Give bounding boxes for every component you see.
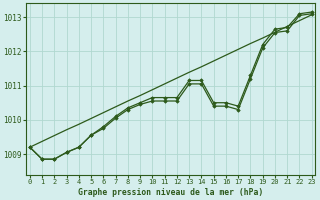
X-axis label: Graphe pression niveau de la mer (hPa): Graphe pression niveau de la mer (hPa): [78, 188, 263, 197]
